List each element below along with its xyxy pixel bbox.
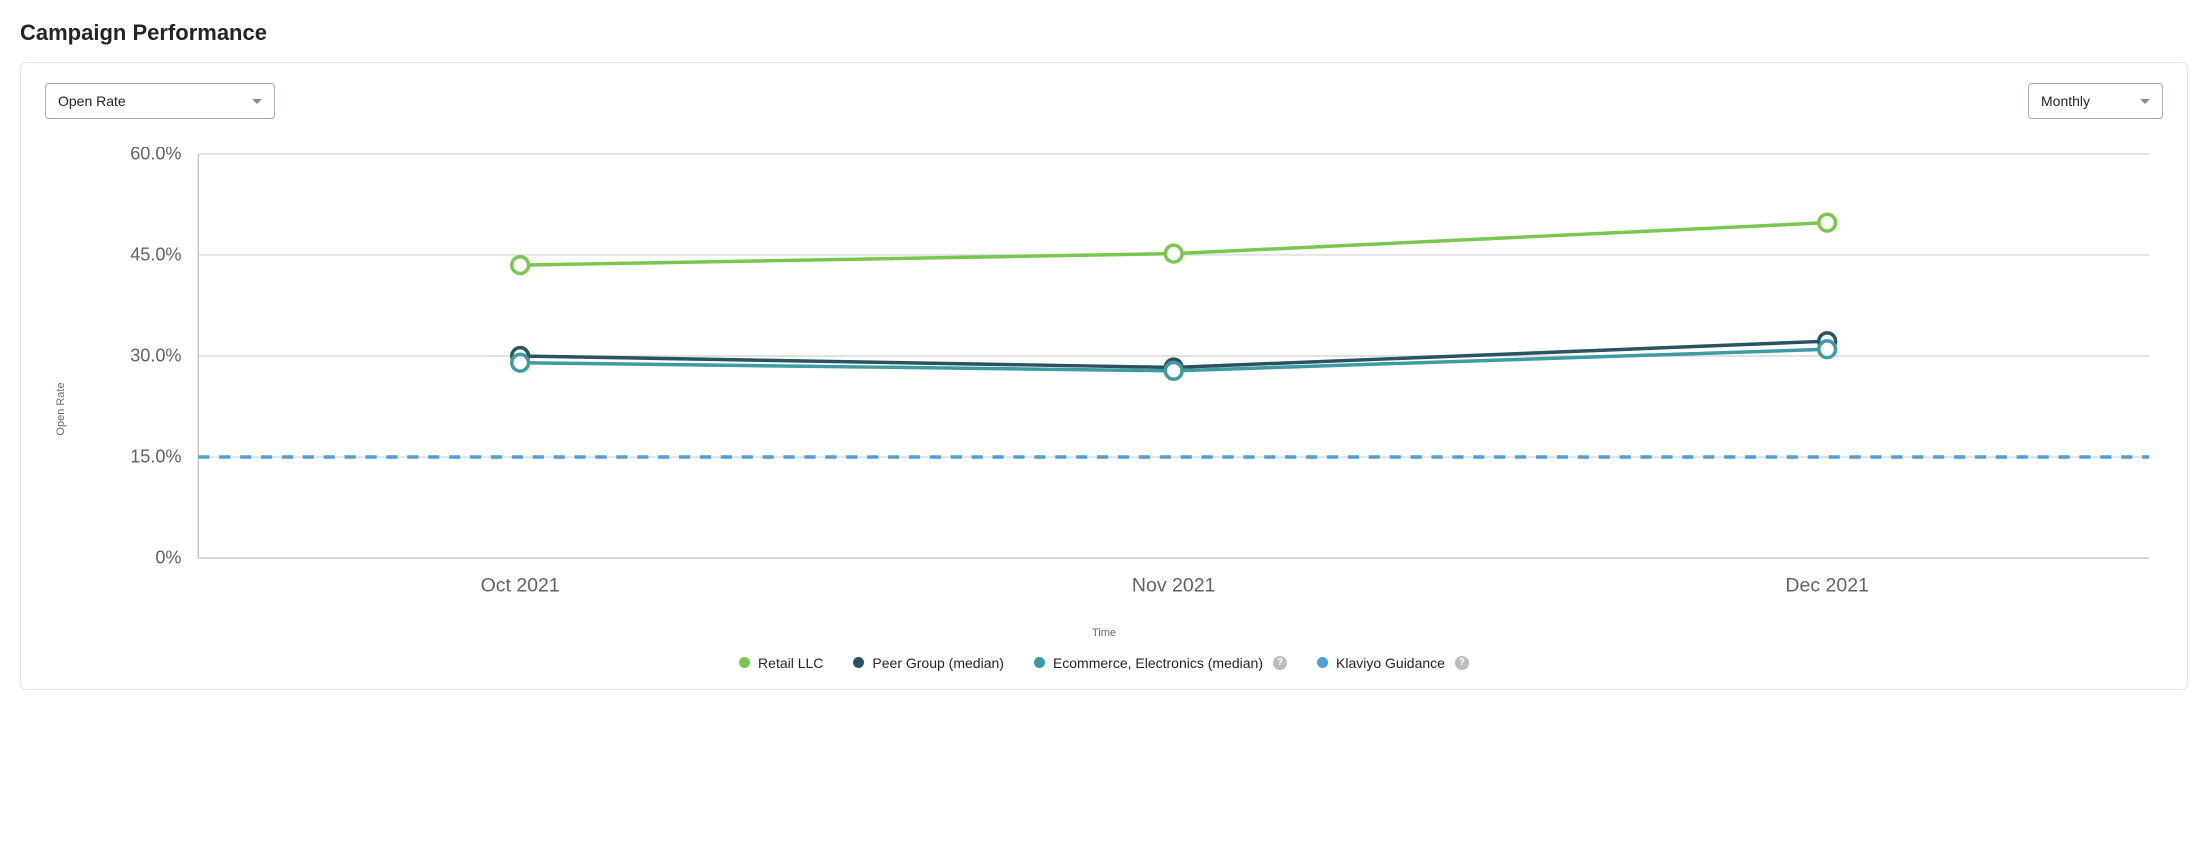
svg-text:45.0%: 45.0% <box>130 245 181 265</box>
legend-item[interactable]: Klaviyo Guidance? <box>1317 655 1469 671</box>
legend-label: Klaviyo Guidance <box>1336 655 1445 671</box>
chart-area: Open Rate 0% 15.0% 30.0% 45.0% 60.0% Oct 2021… <box>45 147 2163 671</box>
page-title: Campaign Performance <box>20 20 2188 46</box>
legend-label: Ecommerce, Electronics (median) <box>1053 655 1263 671</box>
chart-controls: Open Rate Monthly <box>45 83 2163 119</box>
y-axis-title: Open Rate <box>55 382 67 435</box>
svg-text:30.0%: 30.0% <box>130 346 181 366</box>
svg-text:60.0%: 60.0% <box>130 147 181 164</box>
legend-label: Peer Group (median) <box>872 655 1004 671</box>
svg-text:Oct 2021: Oct 2021 <box>481 574 560 596</box>
legend-item[interactable]: Retail LLC <box>739 655 823 671</box>
legend-marker <box>853 657 864 668</box>
svg-text:Nov 2021: Nov 2021 <box>1132 574 1215 596</box>
legend-marker <box>1034 657 1045 668</box>
metric-select[interactable]: Open Rate <box>45 83 275 119</box>
chart-card: Open Rate Monthly Open Rate 0% 15.0% 30.0%… <box>20 62 2188 690</box>
legend-label: Retail LLC <box>758 655 823 671</box>
svg-text:15.0%: 15.0% <box>130 447 181 467</box>
legend-item[interactable]: Ecommerce, Electronics (median)? <box>1034 655 1287 671</box>
help-icon[interactable]: ? <box>1273 656 1287 670</box>
chevron-down-icon <box>252 99 262 104</box>
line-chart: 0% 15.0% 30.0% 45.0% 60.0% Oct 2021 Nov 2021 De… <box>45 147 2163 621</box>
help-icon[interactable]: ? <box>1455 656 1469 670</box>
interval-select[interactable]: Monthly <box>2028 83 2163 119</box>
legend-marker <box>1317 657 1328 668</box>
chevron-down-icon <box>2140 99 2150 104</box>
svg-text:Dec 2021: Dec 2021 <box>1785 574 1868 596</box>
chart-legend: Retail LLC Peer Group (median) Ecommerce, … <box>45 655 2163 671</box>
legend-marker <box>739 657 750 668</box>
svg-text:0%: 0% <box>155 548 181 568</box>
x-axis-title: Time <box>45 627 2163 639</box>
legend-item[interactable]: Peer Group (median) <box>853 655 1004 671</box>
metric-select-value: Open Rate <box>58 93 126 109</box>
interval-select-value: Monthly <box>2041 93 2090 109</box>
